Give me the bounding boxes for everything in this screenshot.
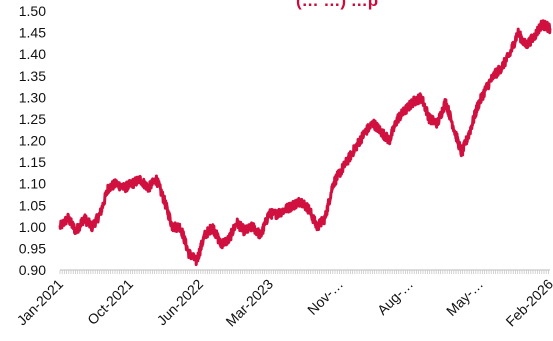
- x-tick-label: Nov-…: [304, 276, 346, 318]
- y-tick-label: 0.95: [19, 240, 46, 256]
- x-tick-label: Jan-2021: [14, 276, 67, 329]
- y-tick-label: 1.25: [19, 111, 46, 127]
- y-tick-label: 1.30: [19, 89, 46, 105]
- series-group: [58, 19, 552, 267]
- y-tick-label: 1.15: [19, 154, 46, 170]
- x-tick-label: Aug-…: [374, 276, 416, 318]
- x-axis-minor-ticks: [59, 270, 549, 274]
- y-tick-label: 1.50: [19, 3, 46, 19]
- y-tick-label: 1.45: [19, 25, 46, 41]
- y-tick-label: 0.90: [19, 262, 46, 278]
- y-axis-ticks: 0.90 0.95 1.00 1.05 1.10 1.15 1.20 1.25 1.30 1.35…: [19, 3, 46, 278]
- y-tick-label: 1.00: [19, 219, 46, 235]
- series-line: [58, 19, 552, 267]
- x-tick-label: Feb-2026: [502, 276, 553, 330]
- y-tick-label: 1.05: [19, 197, 46, 213]
- y-tick-label: 1.35: [19, 68, 46, 84]
- y-tick-label: 1.10: [19, 176, 46, 192]
- x-tick-label: Jun-2022: [154, 276, 207, 329]
- y-tick-label: 1.20: [19, 133, 46, 149]
- x-axis-ticks: Jan-2021 Oct-2021 Jun-2022 Mar-2023 Nov-… Aug…: [14, 276, 553, 330]
- chart-title: (… …) …p: [296, 0, 379, 10]
- x-tick-label: May-…: [443, 276, 486, 319]
- x-tick-label: Mar-2023: [222, 276, 276, 330]
- x-tick-label: Oct-2021: [84, 276, 136, 328]
- y-tick-label: 1.40: [19, 46, 46, 62]
